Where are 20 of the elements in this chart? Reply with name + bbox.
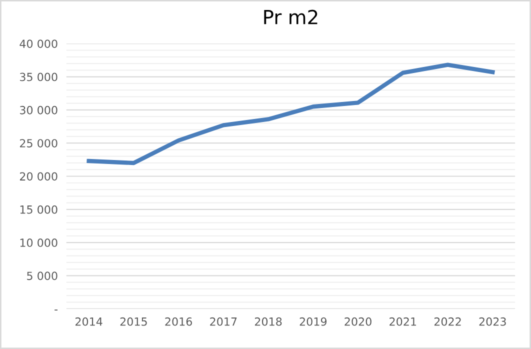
x-tick-label: 2021	[390, 317, 416, 326]
chart-title: Pr m2	[264, 10, 318, 24]
x-tick-label: 2022	[434, 317, 461, 326]
y-tick-label: 30 000	[20, 106, 58, 114]
x-tick-label: 2016	[165, 317, 192, 326]
y-tick-label: 20 000	[20, 172, 58, 181]
x-tick-label: 2018	[254, 317, 282, 326]
y-tick-label: 10 000	[20, 238, 58, 247]
x-tick-label: 2015	[120, 317, 147, 326]
x-tick-label: 2023	[479, 317, 506, 326]
x-tick-label: 2014	[75, 317, 102, 326]
y-tick-label: 35 000	[20, 72, 58, 82]
line-series	[86, 62, 495, 166]
y-tick-label: 5 000	[27, 272, 58, 280]
x-tick-label: 2017	[210, 317, 237, 326]
x-tick-label: 2019	[300, 317, 327, 326]
x-tick-label: 2020	[344, 317, 372, 326]
y-tick-label: 15 000	[20, 205, 58, 214]
y-tick-label: 25 000	[20, 139, 58, 148]
y-tick-label: 40 000	[20, 40, 58, 48]
